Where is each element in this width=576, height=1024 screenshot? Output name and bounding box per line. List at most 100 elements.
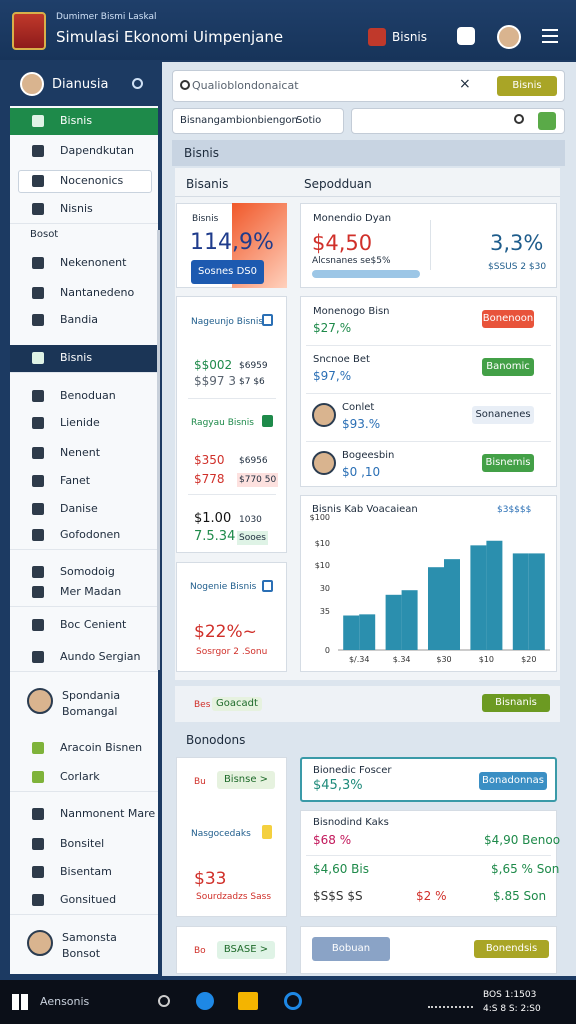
bottom-left-badge: Bu bbox=[194, 777, 206, 787]
bottom-right1-button[interactable]: Bonadonnas bbox=[479, 772, 547, 790]
bottom-right2-cell: $.85 Son bbox=[493, 889, 547, 903]
sidebar-item-label: Samonsta bbox=[62, 931, 117, 944]
app-logo bbox=[12, 12, 46, 50]
sidebar-item[interactable]: Nekenonent bbox=[60, 256, 127, 269]
sidebar-search-icon bbox=[132, 78, 143, 89]
sidebar-icon bbox=[32, 287, 44, 299]
search-clear: × bbox=[459, 76, 471, 92]
sidebar-icon bbox=[32, 503, 44, 515]
left-row-note: Sooes bbox=[237, 531, 268, 545]
sidebar-item[interactable]: Nantanedeno bbox=[60, 286, 135, 299]
bottom-right2-cell: $4,90 Benoo bbox=[484, 833, 561, 847]
sidebar-item[interactable]: Bonsitel bbox=[60, 837, 105, 850]
sidebar-icon bbox=[32, 651, 44, 663]
sidebar-item[interactable]: Benoduan bbox=[60, 389, 116, 402]
select-value[interactable]: Sotio bbox=[296, 115, 322, 126]
x-tick-label: $/.34 bbox=[349, 655, 370, 664]
sidebar-item[interactable]: Gonsitued bbox=[60, 893, 117, 906]
left-row-value: $$97 3 bbox=[194, 374, 236, 388]
tab-right[interactable]: Sepodduan bbox=[304, 177, 372, 191]
list-button[interactable]: Bisnemis bbox=[482, 454, 534, 472]
sidebar-item[interactable]: Lienide bbox=[60, 416, 100, 429]
left-row-value: $1.00 bbox=[194, 511, 232, 526]
sidebar-item[interactable]: Gofodonen bbox=[60, 528, 121, 541]
list-title: Bogeesbin bbox=[342, 450, 395, 461]
list-button[interactable]: Banomic bbox=[482, 358, 534, 376]
sidebar-icon bbox=[32, 475, 44, 487]
sidebar-item[interactable]: Bisnis bbox=[60, 114, 93, 127]
chart-title: Bisnis Kab Voacaiean bbox=[312, 504, 418, 515]
sidebar-item[interactable]: Somodoig bbox=[60, 565, 115, 578]
sidebar-icon bbox=[32, 894, 44, 906]
tab-left[interactable]: Bisanis bbox=[186, 177, 229, 191]
badge-icon bbox=[262, 415, 273, 427]
sidebar-item[interactable]: Bisnis bbox=[60, 351, 93, 364]
sidebar-box bbox=[18, 170, 152, 193]
sidebar-icon bbox=[32, 417, 44, 429]
sidebar-divider bbox=[10, 549, 158, 550]
left-badge1: Nageunjo Bisnis bbox=[191, 317, 264, 327]
sidebar-item[interactable]: Nocenonics bbox=[60, 174, 124, 187]
left-badge2: Ragyau Bisnis bbox=[191, 418, 254, 428]
sidebar-item[interactable]: Aundo Sergian bbox=[60, 650, 141, 663]
search-button[interactable]: Bisnis bbox=[497, 76, 557, 96]
sidebar-item[interactable]: Aracoin Bisnen bbox=[60, 741, 143, 754]
sidebar-divider bbox=[10, 372, 158, 373]
sidebar-item[interactable]: Fanet bbox=[60, 474, 91, 487]
promo-value: $22%~ bbox=[194, 622, 257, 642]
sidebar-icon bbox=[32, 586, 44, 598]
bottom-left-badge2: Nasgocedaks bbox=[191, 829, 251, 839]
search-input: Qualioblondonaicat bbox=[192, 79, 299, 92]
bar bbox=[385, 594, 402, 650]
sidebar-item[interactable]: Boc Cenient bbox=[60, 618, 127, 631]
tab-divider bbox=[175, 196, 560, 197]
sidebar-item[interactable]: Bandia bbox=[60, 313, 99, 326]
menu-icon bbox=[542, 29, 558, 43]
taskbar-search[interactable]: Aensonis bbox=[40, 995, 90, 1008]
left-row-note: $770 50 bbox=[237, 473, 279, 487]
sidebar-item[interactable]: Corlark bbox=[60, 770, 100, 783]
y-tick-label: 30 bbox=[320, 584, 330, 593]
header-button[interactable]: Bisnis bbox=[392, 30, 428, 44]
section2-title: Bonodons bbox=[186, 733, 246, 747]
lock-icon bbox=[457, 27, 475, 45]
list-button[interactable]: Bonenoon bbox=[482, 310, 534, 328]
x-tick-label: $30 bbox=[436, 655, 451, 664]
sidebar-icon bbox=[32, 619, 44, 631]
footer-button[interactable]: Bonendsis bbox=[474, 940, 549, 958]
kpi-left-button[interactable]: Sosnes DS0 bbox=[191, 260, 264, 284]
sidebar-item[interactable]: Dapendkutan bbox=[60, 144, 134, 157]
sidebar-icon bbox=[32, 808, 44, 820]
avatar bbox=[497, 25, 521, 49]
sidebar-item-label: Spondania bbox=[62, 689, 121, 702]
footer-left-tag[interactable]: BSASE > bbox=[217, 941, 275, 959]
list-value: $27,% bbox=[313, 321, 352, 335]
list-avatar bbox=[312, 403, 336, 427]
bottom-right2-card bbox=[300, 810, 557, 917]
bottom-right2-divider bbox=[306, 855, 551, 856]
sidebar-icon bbox=[32, 314, 44, 326]
left-divider bbox=[188, 494, 276, 495]
footer-middle[interactable]: Bobuan bbox=[312, 937, 390, 961]
left-row-note: 1030 bbox=[237, 513, 264, 527]
bottom-right2-title: Bisnodind Kaks bbox=[313, 817, 389, 828]
sidebar-item[interactable]: Mer Madan bbox=[60, 585, 122, 598]
sidebar-item[interactable]: Nanmonent Mare bbox=[60, 807, 156, 820]
sidebar-item[interactable]: Bisentam bbox=[60, 865, 112, 878]
bottom-left-tag[interactable]: Bisnse > bbox=[217, 771, 275, 789]
kpi-right-note2: $SSUS 2 $30 bbox=[488, 262, 547, 272]
sidebar-icon bbox=[32, 203, 44, 215]
sidebar-item[interactable]: Nenent bbox=[60, 446, 101, 459]
bar bbox=[401, 590, 418, 650]
sidebar-item[interactable]: Nisnis bbox=[60, 202, 93, 215]
strip-tag[interactable]: Goacadt bbox=[212, 697, 262, 711]
left-row-value: $$002 bbox=[194, 358, 233, 372]
bottom-right2-cell: $68 % bbox=[313, 833, 352, 847]
header-tagline: Dumimer Bismi Laskal bbox=[56, 12, 157, 22]
left-row-note: $6959 bbox=[237, 359, 270, 373]
list-button[interactable]: Sonanenes bbox=[472, 406, 534, 424]
sidebar-item[interactable]: Danise bbox=[60, 502, 98, 515]
left-divider bbox=[188, 398, 276, 399]
strip-button[interactable]: Bisnanis bbox=[482, 694, 550, 712]
bar bbox=[359, 614, 376, 650]
